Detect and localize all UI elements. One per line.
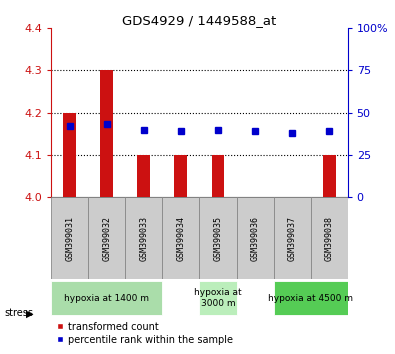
- Bar: [137, 155, 150, 197]
- Text: GSM399036: GSM399036: [250, 216, 260, 261]
- Bar: [63, 113, 76, 197]
- Bar: [310, 197, 348, 279]
- Bar: [274, 197, 310, 279]
- Text: GSM399038: GSM399038: [325, 216, 334, 261]
- Text: GSM399034: GSM399034: [177, 216, 186, 261]
- Bar: [51, 281, 162, 315]
- Bar: [51, 197, 88, 279]
- Title: GDS4929 / 1449588_at: GDS4929 / 1449588_at: [122, 14, 276, 27]
- Text: stress: stress: [4, 308, 33, 318]
- Text: hypoxia at
3000 m: hypoxia at 3000 m: [194, 289, 242, 308]
- Bar: [126, 197, 162, 279]
- Bar: [199, 197, 237, 279]
- Text: hypoxia at 1400 m: hypoxia at 1400 m: [64, 294, 149, 303]
- Legend: transformed count, percentile rank within the sample: transformed count, percentile rank withi…: [56, 322, 233, 345]
- Text: GSM399032: GSM399032: [102, 216, 111, 261]
- Bar: [323, 155, 336, 197]
- Text: GSM399031: GSM399031: [65, 216, 74, 261]
- Bar: [100, 70, 113, 197]
- Bar: [175, 155, 188, 197]
- Bar: [88, 197, 126, 279]
- Bar: [274, 281, 348, 315]
- Bar: [237, 197, 274, 279]
- Text: GSM399037: GSM399037: [288, 216, 297, 261]
- Bar: [162, 197, 199, 279]
- Text: GSM399035: GSM399035: [213, 216, 222, 261]
- Text: ▶: ▶: [26, 308, 33, 318]
- Text: hypoxia at 4500 m: hypoxia at 4500 m: [268, 294, 353, 303]
- Text: GSM399033: GSM399033: [139, 216, 149, 261]
- Bar: [199, 281, 237, 315]
- Bar: [211, 155, 224, 197]
